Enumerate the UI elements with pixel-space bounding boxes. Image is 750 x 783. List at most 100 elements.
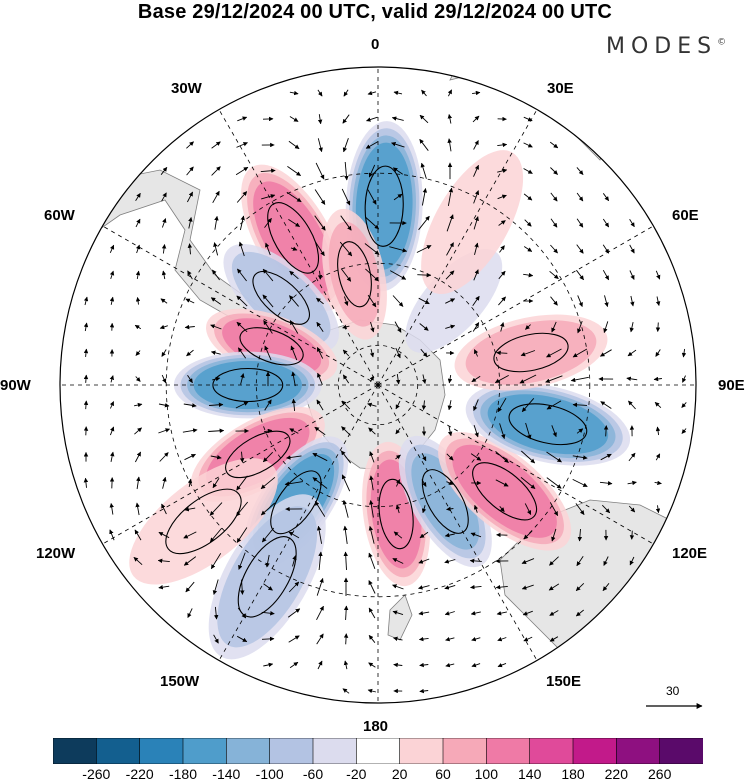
wind-vector [575, 582, 585, 592]
wind-vector [395, 454, 401, 460]
wind-vector [343, 633, 349, 645]
wind-vector [497, 397, 507, 413]
wind-vector [602, 583, 610, 592]
wind-vector [521, 584, 534, 590]
wind-vector [264, 218, 272, 228]
wind-vector [187, 243, 193, 255]
wind-vector [187, 608, 193, 619]
wind-vector [548, 583, 560, 591]
wind-vector [523, 116, 533, 122]
wind-vector [135, 218, 141, 228]
colorbar-segment [226, 738, 271, 764]
wind-vector [417, 272, 432, 278]
wind-vector [394, 321, 402, 333]
wind-vector [265, 242, 271, 256]
colorbar-segment [96, 738, 141, 764]
wind-vector [367, 294, 377, 308]
wind-vector [288, 219, 300, 227]
colorbar-tick-label: 180 [561, 766, 585, 782]
wind-vector [260, 502, 276, 516]
wind-vector [600, 401, 612, 409]
wind-vector [495, 584, 508, 590]
wind-vector [214, 215, 219, 230]
wind-vector [135, 502, 140, 516]
wind-vector [629, 556, 635, 566]
wind-vector [135, 451, 141, 463]
wind-vector [314, 215, 326, 231]
colorbar-segment [312, 738, 357, 764]
wind-vector [286, 455, 302, 460]
wind-vector [284, 481, 303, 486]
wind-vector [576, 555, 584, 567]
wind-vector [572, 478, 588, 488]
wind-vector [109, 296, 115, 305]
wind-vector [316, 633, 324, 645]
wind-vector [629, 530, 635, 540]
anomaly-shade-level [487, 394, 609, 455]
wind-vector [135, 376, 141, 382]
colorbar-segment [53, 738, 97, 764]
wind-vector [83, 374, 89, 383]
wind-vector [236, 635, 248, 643]
wind-vector [341, 426, 351, 436]
contour-line [239, 327, 304, 366]
anomaly-shade-level [231, 251, 331, 344]
wind-vector [629, 270, 635, 280]
wind-vector [289, 320, 299, 334]
wind-vector [291, 371, 296, 387]
wind-vector [447, 113, 453, 124]
wind-vector [421, 400, 427, 411]
wind-vector [572, 348, 588, 358]
wind-vector [187, 270, 193, 280]
wind-vector [655, 296, 661, 306]
wind-vector [286, 191, 302, 203]
wind-vector [576, 269, 584, 281]
wind-vector [209, 402, 224, 408]
longitude-label-30w: 30W [171, 80, 202, 97]
wind-vector [290, 345, 298, 361]
wind-vector [212, 269, 220, 281]
wind-vector [628, 452, 636, 462]
anomaly-contour-10 [472, 462, 538, 521]
wind-vector [495, 451, 509, 463]
wind-vector [367, 90, 377, 96]
wind-vector [523, 636, 533, 642]
wind-vector [263, 583, 273, 591]
wind-vector [576, 428, 584, 434]
wind-vector [497, 168, 508, 173]
wind-vector [444, 532, 455, 538]
wind-vector [576, 167, 584, 175]
wind-vector [473, 424, 479, 438]
longitude-label-120e: 120E [672, 545, 708, 562]
wind-vector [471, 662, 481, 668]
anomaly-contour-8 [378, 478, 414, 550]
wind-vector [470, 453, 482, 461]
wind-vector [600, 349, 612, 357]
wind-vector [340, 215, 352, 231]
wind-vector [109, 244, 115, 253]
wind-vector [343, 89, 349, 97]
wind-vector [289, 90, 299, 96]
wind-vector [570, 376, 589, 383]
wind-vector [264, 345, 272, 361]
wind-vector [288, 581, 300, 593]
wind-vector [134, 529, 142, 541]
wind-vector [158, 531, 170, 539]
wind-vector [368, 662, 376, 668]
wind-vector [261, 194, 276, 200]
wind-vector [392, 558, 404, 564]
wind-vector [681, 428, 687, 434]
colorbar-segment [356, 738, 401, 764]
wind-vector [185, 298, 195, 304]
wind-vector [109, 375, 115, 383]
wind-vector [681, 348, 687, 358]
wind-vector [549, 556, 559, 566]
wind-vector [261, 611, 275, 616]
anomaly-contour-3 [337, 241, 372, 308]
wind-vector [316, 297, 324, 305]
wind-vector [446, 214, 454, 232]
wind-vector [237, 607, 247, 619]
wind-vector [395, 479, 401, 487]
contour-line [472, 462, 538, 521]
wind-vector [287, 166, 301, 176]
